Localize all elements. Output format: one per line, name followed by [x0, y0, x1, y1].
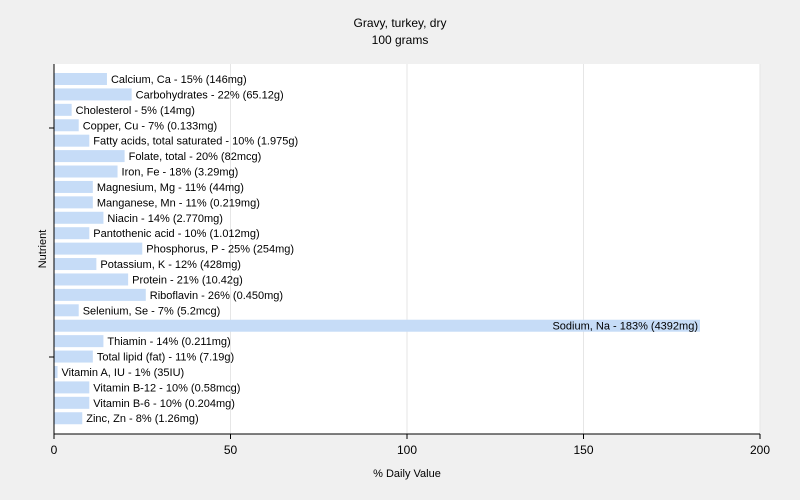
bar [54, 165, 118, 178]
bar-label: Vitamin B-12 - 10% (0.58mcg) [93, 382, 240, 394]
chart-subtitle: 100 grams [372, 33, 429, 47]
bar [54, 396, 90, 409]
bar-label: Selenium, Se - 7% (5.2mcg) [83, 305, 221, 317]
bar-label: Folate, total - 20% (82mcg) [129, 151, 262, 163]
bar-label: Niacin - 14% (2.770mg) [107, 213, 223, 225]
bar-label: Sodium, Na - 183% (4392mg) [552, 321, 698, 333]
bar [54, 412, 83, 425]
bar [54, 73, 107, 85]
bar-label: Manganese, Mn - 11% (0.219mg) [97, 197, 260, 209]
bar [54, 88, 132, 101]
bar [54, 196, 93, 209]
bar-label: Vitamin A, IU - 1% (35IU) [62, 367, 185, 379]
x-tick-label: 150 [573, 443, 593, 457]
bar-label: Fatty acids, total saturated - 10% (1.97… [93, 136, 298, 148]
bar-label: Protein - 21% (10.42g) [132, 274, 243, 286]
bar [54, 304, 79, 317]
bar-label: Thiamin - 14% (0.211mg) [107, 336, 230, 348]
bar [54, 211, 104, 224]
x-tick-label: 0 [51, 443, 58, 457]
bar-label: Zinc, Zn - 8% (1.26mg) [86, 413, 198, 425]
chart-title: Gravy, turkey, dry [354, 16, 447, 30]
x-tick-label: 200 [750, 443, 770, 457]
bar-label: Vitamin B-6 - 10% (0.204mg) [93, 398, 235, 410]
bar [54, 381, 90, 394]
bar [54, 273, 129, 286]
bar [54, 180, 93, 193]
bar-label: Potassium, K - 12% (428mg) [100, 259, 241, 271]
axes: 0 50 100 150 200 [49, 64, 770, 457]
bar-label: Total lipid (fat) - 11% (7.19g) [97, 352, 234, 364]
bar [54, 288, 146, 301]
bar-label: Pantothenic acid - 10% (1.012mg) [93, 228, 259, 240]
bar [54, 134, 90, 147]
bar-label: Copper, Cu - 7% (0.133mg) [83, 120, 218, 132]
x-tick-label: 50 [224, 443, 238, 457]
bar-label: Phosphorus, P - 25% (254mg) [146, 244, 294, 256]
bar [54, 365, 58, 378]
grid-lines [230, 64, 761, 434]
bar [54, 242, 143, 255]
x-tick-label: 100 [397, 443, 417, 457]
bar-label: Calcium, Ca - 15% (146mg) [111, 74, 247, 86]
bar [54, 119, 79, 132]
bar-label: Iron, Fe - 18% (3.29mg) [122, 167, 239, 179]
bar [54, 350, 93, 363]
bar [54, 150, 125, 163]
bar-label: Carbohydrates - 22% (65.12g) [136, 89, 284, 101]
bar-label: Riboflavin - 26% (0.450mg) [150, 290, 283, 302]
x-axis-title: % Daily Value [373, 468, 441, 480]
bar-label: Magnesium, Mg - 11% (44mg) [97, 182, 244, 194]
bar [54, 319, 700, 332]
bars: Calcium, Ca - 15% (146mg) Carbohydrates -… [54, 73, 700, 425]
bar [54, 335, 104, 348]
bar [54, 103, 72, 116]
bar [54, 227, 90, 240]
y-axis-title: Nutrient [37, 230, 49, 269]
bar-label: Cholesterol - 5% (14mg) [76, 105, 195, 117]
bar [54, 258, 97, 271]
